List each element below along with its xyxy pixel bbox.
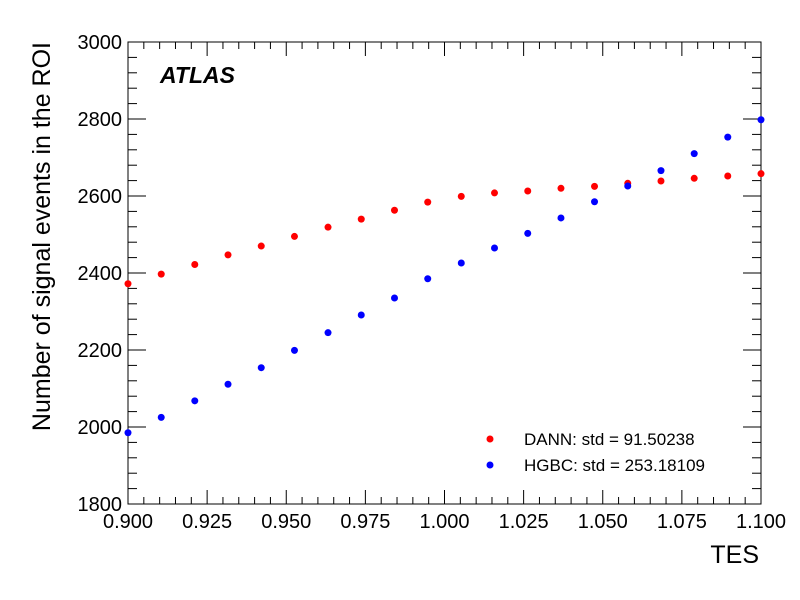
y-tick-label: 2800 <box>78 109 123 131</box>
data-point <box>390 294 398 302</box>
atlas-label: ATLAS <box>159 62 236 88</box>
data-point <box>657 167 665 175</box>
data-point <box>390 206 398 214</box>
data-point <box>357 215 365 223</box>
legend-marker <box>486 435 494 443</box>
y-axis-title: Number of signal events in the ROI <box>28 42 56 431</box>
data-point <box>724 133 732 141</box>
data-point <box>224 380 232 388</box>
data-point <box>557 214 565 222</box>
x-tick-label: 1.000 <box>419 511 469 533</box>
data-point <box>157 270 165 278</box>
data-point <box>457 259 465 267</box>
x-tick-label: 1.075 <box>657 511 707 533</box>
x-tick-label: 1.100 <box>736 511 786 533</box>
data-point <box>324 223 332 231</box>
data-point <box>724 172 732 180</box>
y-tick-label: 2000 <box>78 417 123 439</box>
data-point <box>457 192 465 200</box>
x-axis-ticks: 0.900 0.925 0.950 0.975 1.000 1.025 1.050 1.075… <box>103 42 786 533</box>
x-tick-label: 0.900 <box>103 511 153 533</box>
data-point <box>290 232 298 240</box>
data-point <box>357 311 365 319</box>
data-point <box>591 182 599 190</box>
data-point <box>757 170 765 178</box>
data-point <box>324 329 332 337</box>
data-point <box>524 229 532 237</box>
y-tick-label: 2400 <box>78 263 123 285</box>
x-tick-label: 1.050 <box>578 511 628 533</box>
x-tick-label: 0.925 <box>182 511 232 533</box>
legend-marker <box>486 461 494 469</box>
x-axis-title: TES <box>710 541 759 569</box>
data-point <box>257 242 265 250</box>
data-point <box>491 244 499 252</box>
data-point <box>424 198 432 206</box>
x-tick-label: 0.950 <box>261 511 311 533</box>
data-point <box>191 261 199 269</box>
legend-label: DANN: std = 91.50238 <box>524 430 695 449</box>
x-tick-label: 1.025 <box>499 511 549 533</box>
y-axis-ticks: 1800 2000 2200 2400 2600 2800 3000 <box>78 32 761 516</box>
data-points <box>124 116 765 437</box>
y-tick-label: 3000 <box>78 32 123 54</box>
data-point <box>591 198 599 206</box>
y-tick-label: 2200 <box>78 340 123 362</box>
y-tick-label: 1800 <box>78 494 123 516</box>
data-point <box>757 116 765 124</box>
data-point <box>690 174 698 182</box>
data-point <box>424 275 432 283</box>
legend: DANN: std = 91.50238 HGBC: std = 253.1810… <box>486 430 705 475</box>
data-point <box>624 182 632 190</box>
data-point <box>157 413 165 421</box>
legend-label: HGBC: std = 253.18109 <box>524 456 705 475</box>
data-point <box>224 251 232 259</box>
series-0 <box>124 170 765 288</box>
data-point <box>290 346 298 354</box>
data-point <box>124 429 132 437</box>
data-point <box>524 187 532 195</box>
data-point <box>491 189 499 197</box>
y-tick-label: 2600 <box>78 186 123 208</box>
data-point <box>557 184 565 192</box>
series-1 <box>124 116 765 437</box>
data-point <box>124 280 132 288</box>
data-point <box>191 397 199 405</box>
data-point <box>257 364 265 372</box>
data-point <box>690 150 698 158</box>
data-point <box>657 177 665 185</box>
x-tick-label: 0.975 <box>340 511 390 533</box>
